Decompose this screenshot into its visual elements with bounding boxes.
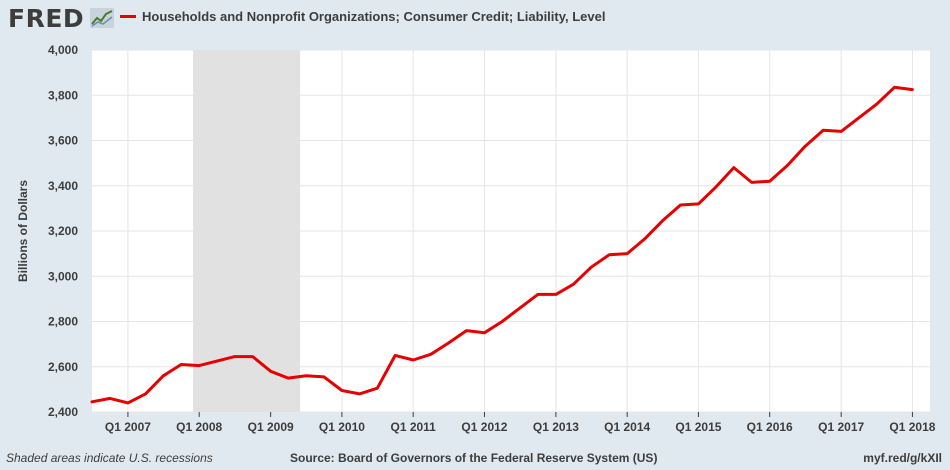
x-tick-label: Q1 2016: [747, 420, 793, 434]
x-tick-label: Q1 2007: [105, 420, 151, 434]
x-tick-label: Q1 2014: [604, 420, 650, 434]
x-tick-label: Q1 2015: [675, 420, 721, 434]
x-tick-label: Q1 2008: [176, 420, 222, 434]
y-tick-label: 3,000: [48, 269, 78, 283]
x-axis-ticks: Q1 2007 Q1 2008 Q1 2009 Q1 2010 Q1 2011 Q1 20…: [105, 412, 936, 434]
recession-bands: [193, 50, 301, 412]
x-tick-label: Q1 2017: [818, 420, 864, 434]
y-tick-label: 2,800: [48, 315, 78, 329]
y-tick-label: 2,400: [48, 405, 78, 419]
y-axis-label: Billions of Dollars: [16, 180, 30, 282]
x-tick-label: Q1 2018: [889, 420, 935, 434]
series-line: [90, 85, 914, 405]
y-tick-label: 4,000: [48, 43, 78, 57]
y-tick-label: 3,600: [48, 134, 78, 148]
x-tick-label: Q1 2009: [248, 420, 294, 434]
series-lines: [90, 85, 914, 405]
y-tick-label: 3,400: [48, 179, 78, 193]
x-tick-label: Q1 2012: [461, 420, 507, 434]
x-tick-label: Q1 2011: [390, 420, 436, 434]
y-tick-label: 3,800: [48, 88, 78, 102]
fred-chart-icon: [90, 8, 114, 28]
short-url[interactable]: myf.red/g/kXIl: [863, 451, 942, 465]
x-tick-label: Q1 2013: [533, 420, 579, 434]
y-axis-ticks: 2,400 2,600 2,800 3,000 3,200 3,400 3,600 3,800…: [48, 43, 78, 419]
chart-legend: Households and Nonprofit Organizations; …: [120, 9, 605, 24]
recession-band: [193, 50, 301, 412]
x-tick-label: Q1 2010: [319, 420, 365, 434]
legend-swatch: [120, 15, 136, 18]
fred-logo[interactable]: FRED: [8, 4, 85, 33]
legend-label: Households and Nonprofit Organizations; …: [142, 9, 606, 24]
y-tick-label: 3,200: [48, 224, 78, 238]
y-tick-label: 2,600: [48, 360, 78, 374]
recession-note: Shaded areas indicate U.S. recessions: [6, 451, 213, 465]
chart-header: FRED Households and Nonprofit Organizati…: [0, 0, 950, 40]
source-text: Source: Board of Governors of the Federa…: [290, 451, 658, 465]
